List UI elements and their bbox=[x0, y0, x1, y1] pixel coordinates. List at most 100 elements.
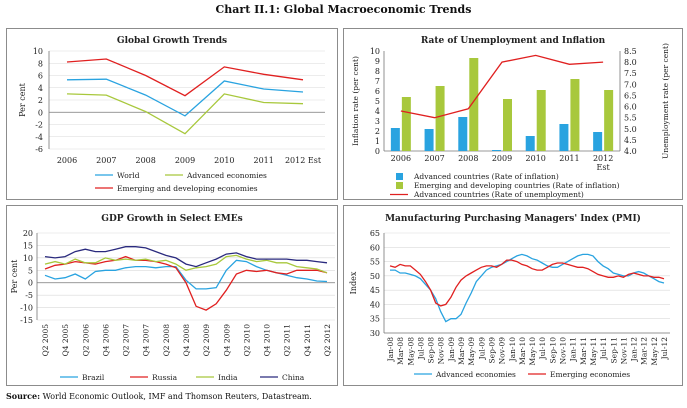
bar-emerging-inflation bbox=[503, 99, 512, 151]
bar-advanced-inflation bbox=[390, 128, 400, 151]
y-tick-label: 2 bbox=[375, 127, 380, 136]
y-tick-label: -6 bbox=[35, 145, 43, 154]
x-tick-label: Q2 2010 bbox=[242, 324, 251, 357]
y-tick-label: -15 bbox=[20, 316, 33, 325]
x-tick-label: Jul-12 bbox=[660, 337, 669, 361]
y2-tick-label: 5.0 bbox=[624, 125, 637, 134]
legend-label: Advanced economies bbox=[435, 370, 516, 379]
x-tick-label: May-11 bbox=[589, 337, 598, 365]
chart-title: Manufacturing Purchasing Managers' Index… bbox=[385, 213, 641, 224]
gdp-emes-chart: GDP Growth in Select EMEs -15 -10 -5 0 5 10 15 2… bbox=[10, 214, 335, 382]
y2-tick-label: 6.5 bbox=[624, 91, 637, 100]
y-tick-label: -5 bbox=[25, 291, 33, 300]
x-tick-label: Q4 2009 bbox=[222, 324, 231, 357]
x-tick-label: 2009 bbox=[175, 156, 195, 165]
source-text: World Economic Outlook, IMF and Thomson … bbox=[42, 392, 312, 401]
y-tick-label: 15 bbox=[23, 241, 33, 250]
x-tick-label-sub: Est bbox=[597, 163, 611, 172]
x-tick-label: Jan-08 bbox=[386, 337, 395, 363]
x-tick-label: Jul-10 bbox=[538, 337, 547, 361]
x-tick-label: 2011 bbox=[559, 154, 579, 163]
bar-emerging-inflation bbox=[604, 90, 614, 151]
x-tick-label: Q2 2009 bbox=[202, 324, 211, 357]
legend-label: Russia bbox=[152, 373, 178, 382]
page-title: Chart II.1: Global Macroeconomic Trends bbox=[215, 3, 472, 16]
y-tick-label: 6 bbox=[38, 72, 43, 81]
y-tick-label: 45 bbox=[370, 286, 380, 295]
x-tick-label: 2006 bbox=[57, 156, 77, 165]
y-tick-label: 35 bbox=[370, 315, 380, 324]
legend-label: Advanced countries (Rate of inflation) bbox=[413, 172, 559, 181]
legend-label: Emerging and developing countries (Rate … bbox=[414, 181, 620, 190]
y2-tick-label: 5.5 bbox=[624, 114, 637, 123]
x-tick-label: May-10 bbox=[528, 337, 537, 366]
chart-title: GDP Growth in Select EMEs bbox=[101, 214, 242, 224]
y-tick-label: 30 bbox=[370, 329, 380, 338]
y-axis-label: Per cent bbox=[10, 259, 19, 293]
legend-label: Emerging economies bbox=[550, 370, 630, 379]
x-tick-label: Mar-08 bbox=[396, 337, 405, 365]
y2-tick-label: 8.5 bbox=[624, 47, 637, 56]
x-tick-label: Sep-11 bbox=[609, 337, 618, 363]
y-tick-label: 0 bbox=[28, 279, 33, 288]
chart-title: Rate of Unemployment and Inflation bbox=[421, 36, 606, 46]
bar-advanced-inflation bbox=[593, 132, 603, 151]
y2-tick-label: 7.0 bbox=[624, 80, 637, 89]
x-tick-label: Q4 2007 bbox=[142, 324, 151, 357]
x-tick-label: Q2 2006 bbox=[81, 324, 90, 357]
chart-title: Global Growth Trends bbox=[117, 36, 227, 46]
x-tick-label: 2006 bbox=[391, 154, 411, 163]
x-tick-label: Q2 2005 bbox=[41, 324, 50, 357]
x-tick-label: 2008 bbox=[135, 156, 155, 165]
y-axis-label: Inflation rate (per cent) bbox=[351, 56, 360, 146]
y-tick-label: 0 bbox=[375, 147, 380, 156]
y-tick-label: 20 bbox=[23, 229, 33, 238]
series-line-russia bbox=[44, 255, 328, 311]
x-tick-label: Mar-10 bbox=[518, 337, 527, 365]
x-tick-label: May-09 bbox=[467, 337, 476, 366]
x-tick-label: Sep-10 bbox=[548, 337, 557, 364]
y2-tick-label: 8.0 bbox=[624, 58, 637, 67]
source-label: Source: bbox=[6, 391, 41, 401]
bar-emerging-inflation bbox=[435, 86, 445, 151]
x-tick-label: May-12 bbox=[650, 337, 659, 366]
x-tick-label: Nov-10 bbox=[559, 337, 568, 365]
x-tick-label: Jul-09 bbox=[477, 337, 486, 361]
x-tick-label: Q4 2006 bbox=[101, 324, 110, 357]
source-note: Source: World Economic Outlook, IMF and … bbox=[6, 391, 312, 401]
x-tick-label: 2007 bbox=[96, 156, 116, 165]
legend-swatch bbox=[396, 173, 403, 180]
x-tick-label: Jan-12 bbox=[630, 337, 639, 363]
x-tick-label: 2007 bbox=[424, 154, 444, 163]
x-tick-label: Mar-11 bbox=[579, 337, 588, 365]
x-tick-label: Sep-08 bbox=[427, 337, 436, 364]
y-tick-label: 55 bbox=[370, 258, 380, 267]
y-tick-label: 5 bbox=[28, 266, 33, 275]
series-line-advanced-economies bbox=[66, 93, 304, 135]
x-tick-label: 2009 bbox=[492, 154, 512, 163]
legend-label: India bbox=[218, 373, 238, 382]
y-tick-label: 7 bbox=[375, 77, 380, 86]
x-tick-label: May-08 bbox=[406, 337, 415, 366]
x-tick-label: Jan-10 bbox=[508, 337, 517, 363]
legend-label: China bbox=[282, 373, 305, 382]
legend-label: Emerging and developing economies bbox=[117, 184, 258, 193]
y-tick-label: 2 bbox=[38, 96, 43, 105]
y-tick-label: 60 bbox=[370, 243, 380, 252]
legend-label: Advanced countries (Rate of unemployment… bbox=[413, 190, 584, 199]
y-tick-label: 5 bbox=[375, 97, 380, 106]
x-tick-label: Jan-09 bbox=[447, 337, 456, 363]
x-tick-label: 2011 bbox=[253, 156, 273, 165]
y-tick-label: 10 bbox=[370, 47, 380, 56]
bar-advanced-inflation bbox=[492, 150, 501, 151]
x-tick-label: Q2 2007 bbox=[122, 324, 131, 357]
y2-tick-label: 6.0 bbox=[624, 103, 637, 112]
x-tick-label: Nov-08 bbox=[437, 337, 446, 365]
y-axis-label: Index bbox=[349, 271, 358, 294]
y2-axis-label: Unemployment rate (per cent) bbox=[661, 43, 670, 159]
y2-tick-label: 7.5 bbox=[624, 69, 637, 78]
series-line-china bbox=[44, 246, 328, 268]
series-line-unemployment bbox=[400, 54, 604, 119]
x-tick-label: Q2 2012 bbox=[323, 324, 332, 357]
x-tick-label: Q2 2008 bbox=[162, 324, 171, 357]
